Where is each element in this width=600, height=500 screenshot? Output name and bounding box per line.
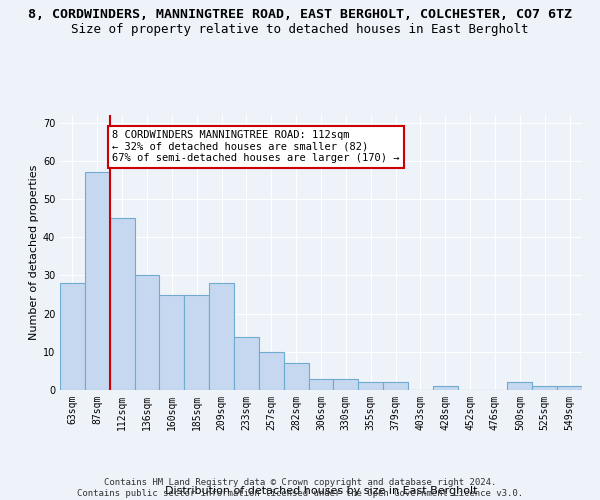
X-axis label: Distribution of detached houses by size in East Bergholt: Distribution of detached houses by size … xyxy=(165,486,477,496)
Text: Contains HM Land Registry data © Crown copyright and database right 2024.
Contai: Contains HM Land Registry data © Crown c… xyxy=(77,478,523,498)
Text: Size of property relative to detached houses in East Bergholt: Size of property relative to detached ho… xyxy=(71,22,529,36)
Bar xyxy=(134,276,160,390)
Bar xyxy=(85,172,110,390)
Bar xyxy=(160,294,184,390)
Bar xyxy=(358,382,383,390)
Bar xyxy=(532,386,557,390)
Bar xyxy=(383,382,408,390)
Bar xyxy=(60,283,85,390)
Text: 8 CORDWINDERS MANNINGTREE ROAD: 112sqm
← 32% of detached houses are smaller (82): 8 CORDWINDERS MANNINGTREE ROAD: 112sqm ←… xyxy=(112,130,400,164)
Bar xyxy=(209,283,234,390)
Bar xyxy=(334,378,358,390)
Bar xyxy=(308,378,334,390)
Bar xyxy=(110,218,134,390)
Bar xyxy=(433,386,458,390)
Bar xyxy=(557,386,582,390)
Y-axis label: Number of detached properties: Number of detached properties xyxy=(29,165,38,340)
Bar xyxy=(508,382,532,390)
Bar xyxy=(284,364,308,390)
Bar xyxy=(259,352,284,390)
Text: 8, CORDWINDERS, MANNINGTREE ROAD, EAST BERGHOLT, COLCHESTER, CO7 6TZ: 8, CORDWINDERS, MANNINGTREE ROAD, EAST B… xyxy=(28,8,572,20)
Bar xyxy=(234,336,259,390)
Bar xyxy=(184,294,209,390)
